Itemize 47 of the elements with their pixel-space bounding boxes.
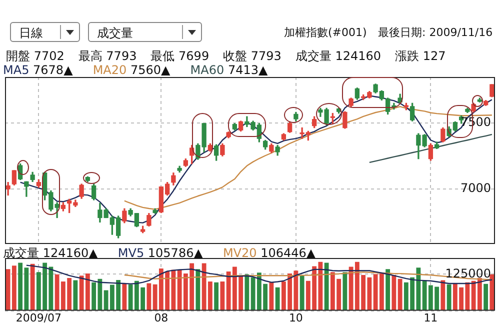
- annotation: 7560▲: [130, 63, 170, 77]
- bar: [73, 280, 78, 310]
- text: 漲跌 127: [395, 49, 446, 63]
- bar: [440, 280, 446, 310]
- series-label: MV20: [222, 246, 257, 260]
- bar: [300, 276, 304, 310]
- y-tick-label: 7000: [460, 180, 491, 195]
- text: 最低 7699: [150, 49, 210, 63]
- x-tick-label: 10: [288, 311, 303, 324]
- x-tick-label: 08: [154, 311, 168, 324]
- text: 成交量 124160: [295, 49, 382, 63]
- bar: [196, 269, 200, 310]
- series-label: MV5: [118, 246, 144, 260]
- bar: [392, 275, 396, 310]
- text: 開盤 7702: [6, 49, 64, 63]
- bar: [386, 269, 390, 310]
- annotation: 7678▲: [33, 63, 73, 77]
- bar: [146, 283, 152, 310]
- bar: [446, 284, 452, 310]
- chart-subtitle: 最後日期: 2009/11/16: [378, 26, 493, 39]
- y-tick-label: 125000: [445, 266, 491, 280]
- bar: [220, 281, 225, 310]
- bar: [122, 283, 127, 310]
- bar: [484, 284, 488, 310]
- text: MA20: [92, 63, 127, 77]
- dropdown: 成交量: [88, 22, 202, 42]
- text: MA5: [3, 63, 30, 77]
- text: 收盤 7793: [223, 49, 282, 63]
- text: MA60: [190, 63, 224, 77]
- bar: [324, 262, 329, 310]
- bar: [275, 287, 280, 310]
- bar: [244, 274, 250, 310]
- chart-title: 加權指數(#001): [284, 26, 367, 39]
- x-tick-label: 2009/07: [16, 311, 62, 324]
- annotation: 124160▲: [42, 246, 98, 260]
- bar: [490, 274, 494, 310]
- bar: [30, 264, 35, 310]
- annotation: 106446▲: [260, 246, 316, 260]
- x-tick-label: 11: [424, 311, 438, 324]
- annotation: 105786▲: [148, 246, 203, 260]
- annotation: 7413▲: [228, 63, 268, 77]
- bar: [342, 272, 348, 310]
- text: 最高 7793: [78, 49, 137, 63]
- bar: [269, 282, 274, 310]
- bar: [398, 278, 402, 310]
- bar: [214, 282, 219, 310]
- dropdown: 日線: [10, 22, 80, 42]
